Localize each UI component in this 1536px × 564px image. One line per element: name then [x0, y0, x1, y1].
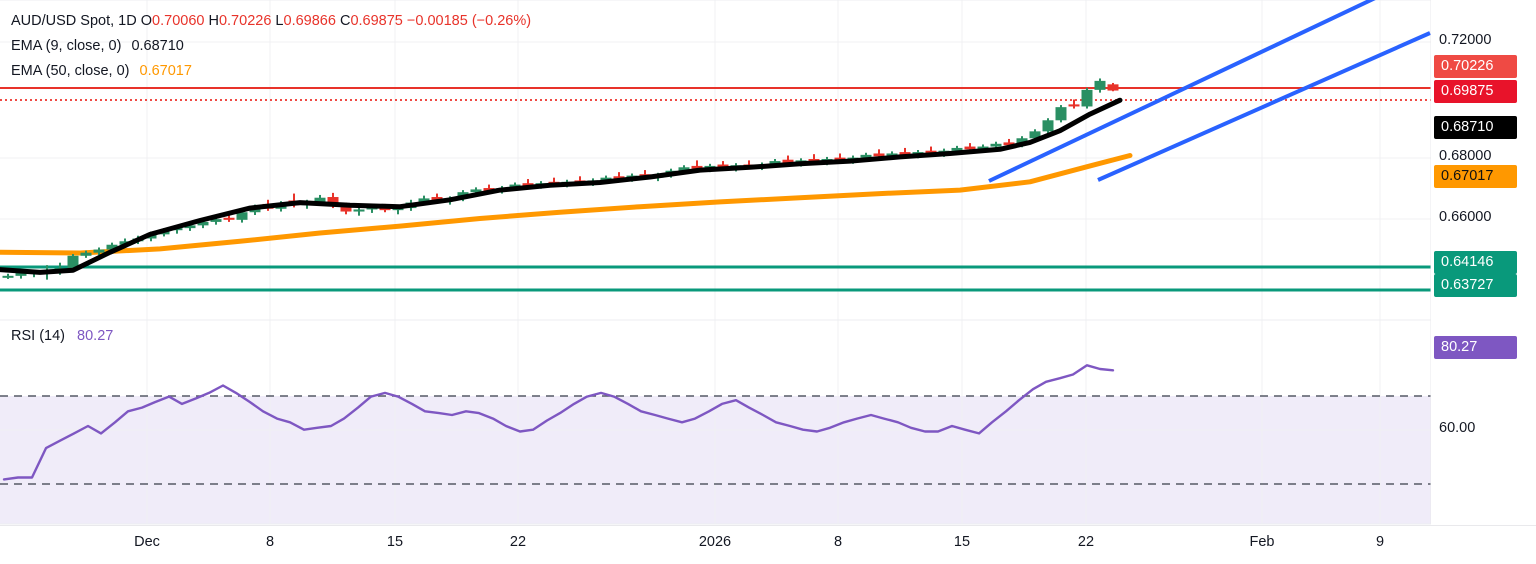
candle-body[interactable]	[470, 189, 482, 193]
candle-body[interactable]	[1029, 131, 1041, 139]
symbol-title[interactable]: AUD/USD Spot, 1D	[11, 13, 137, 29]
rsi-line[interactable]	[2, 364, 1115, 481]
candle-body[interactable]	[1068, 104, 1080, 107]
price-scale[interactable]: 0.72000 0.68000 0.66000 60.00 0.70226 0.69875…	[1431, 0, 1536, 564]
ema50-label: EMA (50, close, 0)	[11, 63, 130, 79]
candle-body[interactable]	[600, 177, 612, 181]
candle-body[interactable]	[1094, 80, 1106, 90]
time-label-2: 15	[386, 534, 404, 550]
candle-body[interactable]	[67, 255, 79, 270]
candle-body[interactable]	[106, 244, 118, 250]
candle-body[interactable]	[353, 209, 365, 212]
candle-body[interactable]	[197, 221, 209, 226]
candle-body[interactable]	[990, 143, 1002, 147]
candle-body[interactable]	[860, 154, 872, 158]
candle-body[interactable]	[873, 153, 885, 157]
price-tick-0: 0.72000	[1439, 32, 1492, 48]
high-price-badge[interactable]: 0.70226	[1434, 55, 1517, 78]
time-label-8: Feb	[1249, 534, 1275, 550]
ohlc-low: L0.69866	[275, 13, 336, 29]
ema9-value: 0.68710	[131, 38, 184, 54]
legend-row-ohlc[interactable]: AUD/USD Spot, 1D O0.70060 H0.70226 L0.69…	[11, 9, 531, 34]
ema50-price-badge[interactable]: 0.67017	[1434, 165, 1517, 188]
candle-body[interactable]	[314, 197, 326, 202]
candle-body[interactable]	[1042, 120, 1054, 132]
ema50-line	[0, 153, 1133, 256]
trendline-lower-channel[interactable]	[1097, 31, 1431, 182]
time-label-7: 22	[1077, 534, 1095, 550]
candle-body[interactable]	[1107, 84, 1119, 91]
ohlc-open: O0.70060	[140, 13, 205, 29]
candle-body[interactable]	[522, 183, 534, 186]
candle-body[interactable]	[886, 153, 898, 157]
ema9-label: EMA (9, close, 0)	[11, 38, 122, 54]
candle-body[interactable]	[366, 207, 378, 210]
candle-body[interactable]	[1081, 89, 1093, 107]
time-label-0: Dec	[134, 534, 160, 550]
price-tick-2: 0.66000	[1439, 209, 1492, 225]
time-label-6: 15	[953, 534, 971, 550]
candle-body[interactable]	[2, 275, 14, 278]
rsi-overbought-oversold-band	[0, 396, 1448, 484]
candle-body[interactable]	[210, 219, 222, 222]
candle-body[interactable]	[977, 146, 989, 150]
candle-body[interactable]	[782, 159, 794, 164]
candle-body[interactable]	[327, 197, 339, 207]
time-label-5: 8	[833, 534, 843, 550]
candle-body[interactable]	[678, 167, 690, 171]
candle-body[interactable]	[236, 212, 248, 220]
candle-body[interactable]	[418, 198, 430, 203]
ohlc-change: −0.00185	[406, 13, 468, 29]
rsi-tick-0: 60.00	[1439, 420, 1476, 436]
support-1-badge[interactable]: 0.64146	[1434, 251, 1517, 274]
candle-body[interactable]	[951, 147, 963, 151]
time-label-4: 2026	[698, 534, 732, 550]
support-2-badge[interactable]: 0.63727	[1434, 274, 1517, 297]
candle-body[interactable]	[483, 188, 495, 191]
candle-body[interactable]	[184, 225, 196, 229]
candle-body[interactable]	[80, 252, 92, 256]
time-label-1: 8	[265, 534, 275, 550]
candle-body[interactable]	[1055, 107, 1067, 121]
rsi-label: RSI (14)	[11, 328, 65, 344]
candle-body[interactable]	[1003, 142, 1015, 146]
candle-body[interactable]	[769, 161, 781, 165]
ema9-line	[0, 97, 1123, 275]
legend-row-ema9[interactable]: EMA (9, close, 0) 0.68710	[11, 34, 531, 59]
candle-body[interactable]	[717, 164, 729, 168]
legend-row-ema50[interactable]: EMA (50, close, 0) 0.67017	[11, 59, 531, 84]
trendline-upper-channel[interactable]	[988, 0, 1390, 183]
candle-body[interactable]	[925, 150, 937, 154]
candle-body[interactable]	[15, 273, 27, 276]
candle-body[interactable]	[613, 176, 625, 180]
candle-body[interactable]	[223, 217, 235, 220]
time-label-9: 9	[1375, 534, 1385, 550]
rsi-legend[interactable]: RSI (14) 80.27	[11, 328, 113, 344]
ohlc-high: H0.70226	[208, 13, 272, 29]
chart-legend: AUD/USD Spot, 1D O0.70060 H0.70226 L0.69…	[11, 9, 531, 84]
candle-body[interactable]	[340, 206, 352, 212]
time-label-3: 22	[509, 534, 527, 550]
ema50-value: 0.67017	[139, 63, 192, 79]
ohlc-close: C0.69875	[339, 13, 403, 29]
candle-body[interactable]	[691, 165, 703, 169]
rsi-value: 80.27	[77, 328, 114, 344]
candle-body[interactable]	[964, 146, 976, 150]
candle-body[interactable]	[899, 152, 911, 155]
close-price-badge[interactable]: 0.69875	[1434, 80, 1517, 103]
ema9-price-badge[interactable]: 0.68710	[1434, 116, 1517, 139]
price-tick-1: 0.68000	[1439, 148, 1492, 164]
candle-body[interactable]	[808, 159, 820, 162]
candle-body[interactable]	[93, 249, 105, 253]
rsi-lower-band-fill	[0, 484, 1448, 524]
rsi-value-badge[interactable]: 80.27	[1434, 336, 1517, 359]
ohlc-change-percent: (−0.26%)	[471, 13, 532, 29]
candle-body[interactable]	[834, 157, 846, 161]
time-scale[interactable]: Dec 8 15 22 2026 8 15 22 Feb 9	[0, 525, 1536, 564]
